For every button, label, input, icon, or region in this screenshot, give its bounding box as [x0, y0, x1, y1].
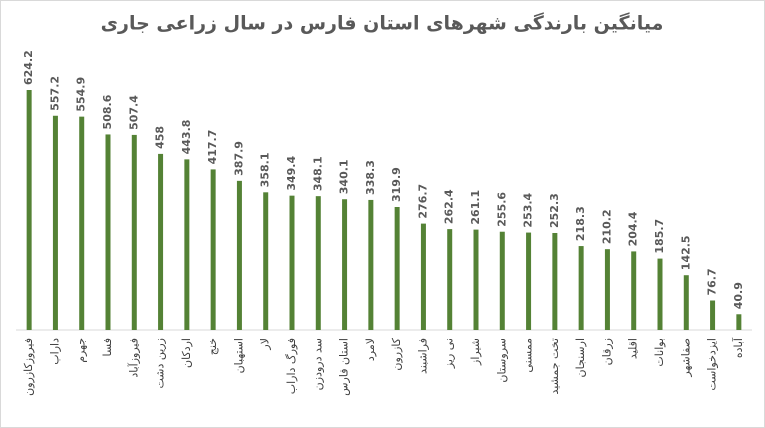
value-label: 557.2 — [48, 76, 61, 111]
bar — [52, 115, 58, 330]
bar — [420, 223, 426, 330]
x-tick-label: تخت جمشید — [548, 338, 561, 395]
x-tick-label: فیروزکازرون — [22, 338, 35, 396]
x-tick-label: استهبان — [232, 338, 245, 373]
x-tick-label: لامرد — [364, 338, 377, 361]
bar — [552, 232, 558, 330]
bar — [368, 199, 374, 330]
value-label: 261.1 — [469, 190, 482, 225]
bar — [289, 195, 295, 330]
x-tick-label: سد درودزن — [311, 338, 324, 390]
value-label: 142.5 — [679, 235, 692, 270]
value-label: 387.9 — [232, 141, 245, 176]
x-tick-label: بوانات — [653, 338, 666, 367]
value-label: 349.4 — [285, 156, 298, 191]
bar — [604, 249, 610, 330]
bar — [657, 258, 663, 330]
value-label: 508.6 — [101, 94, 114, 129]
x-tick-label: اقلید — [627, 338, 640, 359]
value-label: 204.4 — [627, 211, 640, 246]
bar — [683, 275, 689, 330]
bar — [210, 169, 216, 330]
bar — [79, 116, 85, 330]
x-tick-label: ارسنجان — [574, 338, 587, 377]
value-label: 76.7 — [706, 268, 719, 295]
value-label: 40.9 — [732, 282, 745, 309]
bar — [447, 229, 453, 330]
x-tick-label: کازرون — [390, 337, 403, 370]
x-tick-label: فورگ داراب — [285, 338, 298, 394]
value-label: 276.7 — [416, 184, 429, 219]
bar — [473, 229, 479, 330]
bar — [499, 231, 505, 330]
value-label: 507.4 — [127, 95, 140, 130]
x-tick-label: استان فارس — [338, 338, 351, 396]
bar — [158, 153, 164, 330]
bar — [710, 300, 716, 330]
x-tick-label: ممسنی — [522, 338, 535, 373]
value-label: 458 — [154, 126, 167, 149]
bar — [184, 159, 190, 330]
bar — [526, 232, 532, 330]
x-tick-label: فسا — [101, 338, 114, 356]
x-tick-label: فراشبند — [416, 338, 429, 374]
bar — [394, 207, 400, 330]
value-label: 443.8 — [180, 120, 193, 155]
x-tick-label: شیراز — [469, 338, 482, 366]
value-label: 340.1 — [338, 159, 351, 194]
value-label: 185.7 — [653, 219, 666, 254]
x-tick-label: خنج — [206, 338, 219, 355]
value-label: 554.9 — [75, 77, 88, 112]
x-tick-label: آباده — [731, 337, 745, 358]
value-label: 255.6 — [495, 192, 508, 227]
value-label: 262.4 — [443, 189, 456, 224]
x-tick-label: جهرم — [75, 338, 88, 363]
value-label: 624.2 — [22, 50, 35, 85]
value-label: 218.3 — [574, 206, 587, 241]
x-tick-label: صفاشهر — [679, 338, 692, 378]
chart-title: میانگین بارندگی شهرهای استان فارس در سال… — [101, 12, 664, 35]
value-label: 417.7 — [206, 130, 219, 165]
x-tick-label: زرقان — [600, 338, 613, 365]
bar — [131, 134, 137, 330]
x-tick-label: اردکان — [180, 338, 193, 368]
value-label: 252.3 — [548, 193, 561, 228]
x-tick-label: ایزدخواست — [706, 338, 719, 391]
value-label: 358.1 — [259, 153, 272, 188]
x-tick-label: داراب — [48, 338, 61, 365]
x-tick-label: زرین دشت — [154, 338, 167, 388]
value-label: 210.2 — [600, 209, 613, 244]
value-label: 253.4 — [522, 192, 535, 227]
x-tick-label: نی ریز — [443, 338, 456, 369]
value-label: 348.1 — [311, 156, 324, 191]
bar — [736, 314, 742, 330]
bar — [26, 90, 32, 330]
bar — [236, 180, 242, 330]
bar — [263, 192, 269, 330]
bar — [342, 199, 348, 330]
x-tick-label: لار — [259, 338, 272, 351]
x-tick-label: سروستان — [495, 338, 508, 383]
bar — [315, 196, 321, 330]
bar — [578, 246, 584, 330]
bar — [631, 251, 637, 330]
value-label: 319.9 — [390, 167, 403, 202]
x-tick-label: فیروزآباد — [126, 338, 140, 378]
value-label: 338.3 — [364, 160, 377, 195]
bar — [105, 134, 111, 330]
